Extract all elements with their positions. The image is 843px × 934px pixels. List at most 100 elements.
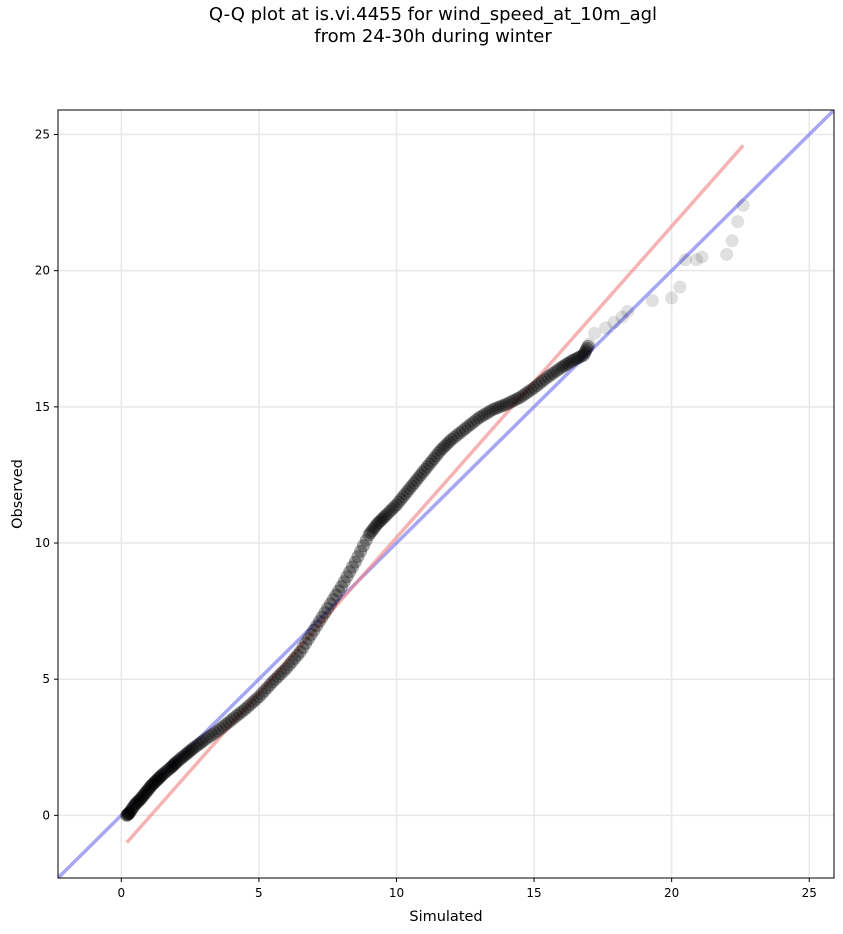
quantile-point: [152, 771, 166, 785]
quantile-point: [456, 424, 470, 438]
quantile-point: [579, 344, 593, 358]
quantile-point: [184, 743, 198, 757]
quantile-point: [130, 795, 144, 809]
quantile-point: [127, 799, 141, 813]
quantile-point: [279, 661, 293, 675]
quantile-point: [271, 669, 285, 683]
quantile-point: [190, 738, 204, 752]
quantile-point: [372, 515, 386, 529]
quantile-point: [238, 702, 252, 716]
quantile-point: [136, 789, 150, 803]
quantile-point: [135, 791, 149, 805]
quantile-point: [453, 426, 467, 440]
quantile-point: [274, 667, 288, 681]
quantile-point: [126, 801, 140, 815]
quantile-point: [445, 433, 459, 447]
quantile-point: [156, 768, 170, 782]
y-tick-label-5: 25: [35, 128, 50, 142]
quantile-point: [356, 539, 370, 553]
y-axis-ticks: 0 5 10 15 20 25: [35, 128, 58, 822]
quantile-point: [405, 479, 419, 493]
quantile-point: [310, 619, 324, 633]
quantile-point: [312, 614, 326, 628]
quantile-point: [581, 339, 595, 353]
fit-line: [125, 144, 745, 844]
quantile-point: [307, 623, 321, 637]
quantile-point: [178, 748, 192, 762]
quantile-point: [348, 555, 362, 569]
quantile-point: [137, 788, 151, 802]
quantile-point: [447, 430, 461, 444]
quantile-point: [505, 394, 519, 408]
quantile-point: [340, 570, 354, 584]
quantile-point: [678, 253, 692, 267]
quantile-point: [211, 724, 225, 738]
quantile-point: [197, 733, 211, 747]
quantile-point: [475, 409, 489, 423]
quantile-point: [427, 452, 441, 466]
quantile-point: [433, 443, 447, 457]
quantile-point: [124, 804, 138, 818]
quantile-point: [337, 575, 351, 589]
quantile-point: [131, 794, 145, 808]
quantile-point: [334, 580, 348, 594]
quantile-point: [143, 780, 157, 794]
quantile-point: [489, 401, 503, 415]
quantile-point: [431, 446, 445, 460]
quantile-point: [516, 388, 530, 402]
quantile-point: [568, 352, 582, 366]
y-tick-label-4: 20: [35, 264, 50, 278]
quantile-point: [123, 806, 137, 820]
quantile-point: [381, 507, 395, 521]
quantile-point: [367, 521, 381, 535]
quantile-point: [257, 684, 271, 698]
reference-lines: [58, 110, 834, 878]
quantile-point: [500, 397, 514, 411]
quantile-point: [425, 454, 439, 468]
quantile-point: [192, 737, 206, 751]
quantile-points: [120, 198, 750, 822]
quantile-point: [578, 346, 592, 360]
quantile-point: [159, 765, 173, 779]
quantile-point: [166, 759, 180, 773]
quantile-point: [736, 198, 750, 212]
quantile-point: [561, 356, 575, 370]
chart-title: Q-Q plot at is.vi.4455 for wind_speed_at…: [0, 4, 843, 48]
quantile-point: [266, 675, 280, 689]
y-tick-label-0: 0: [42, 808, 50, 822]
quantile-point: [321, 601, 335, 615]
y-tick-label-1: 5: [42, 672, 50, 686]
quantile-point: [369, 519, 383, 533]
quantile-point: [720, 247, 734, 261]
quantile-point: [329, 588, 343, 602]
quantile-point: [392, 495, 406, 509]
quantile-point: [323, 597, 337, 611]
quantile-point: [438, 439, 452, 453]
quantile-point: [588, 326, 602, 340]
quantile-point: [121, 807, 135, 821]
quantile-point: [354, 544, 368, 558]
quantile-point: [422, 457, 436, 471]
plot-frame: [57, 109, 835, 879]
quantile-point: [244, 697, 258, 711]
quantile-point: [224, 713, 238, 727]
quantile-point: [174, 751, 188, 765]
quantile-point: [513, 390, 527, 404]
quantile-point: [574, 349, 588, 363]
quantile-point: [469, 413, 483, 427]
quantile-point: [519, 387, 533, 401]
quantile-point: [161, 763, 175, 777]
quantile-point: [549, 364, 563, 378]
quantile-point: [120, 808, 134, 822]
quantile-point: [288, 651, 302, 665]
quantile-point: [154, 769, 168, 783]
quantile-point: [389, 498, 403, 512]
quantile-point: [533, 376, 547, 390]
quantile-point: [559, 358, 573, 372]
quantile-point: [544, 368, 558, 382]
identity-line: [58, 110, 834, 878]
chart-title-line1: Q-Q plot at is.vi.4455 for wind_speed_at…: [208, 4, 658, 25]
quantile-point: [362, 528, 376, 542]
quantile-point: [508, 393, 522, 407]
quantile-point: [315, 610, 329, 624]
